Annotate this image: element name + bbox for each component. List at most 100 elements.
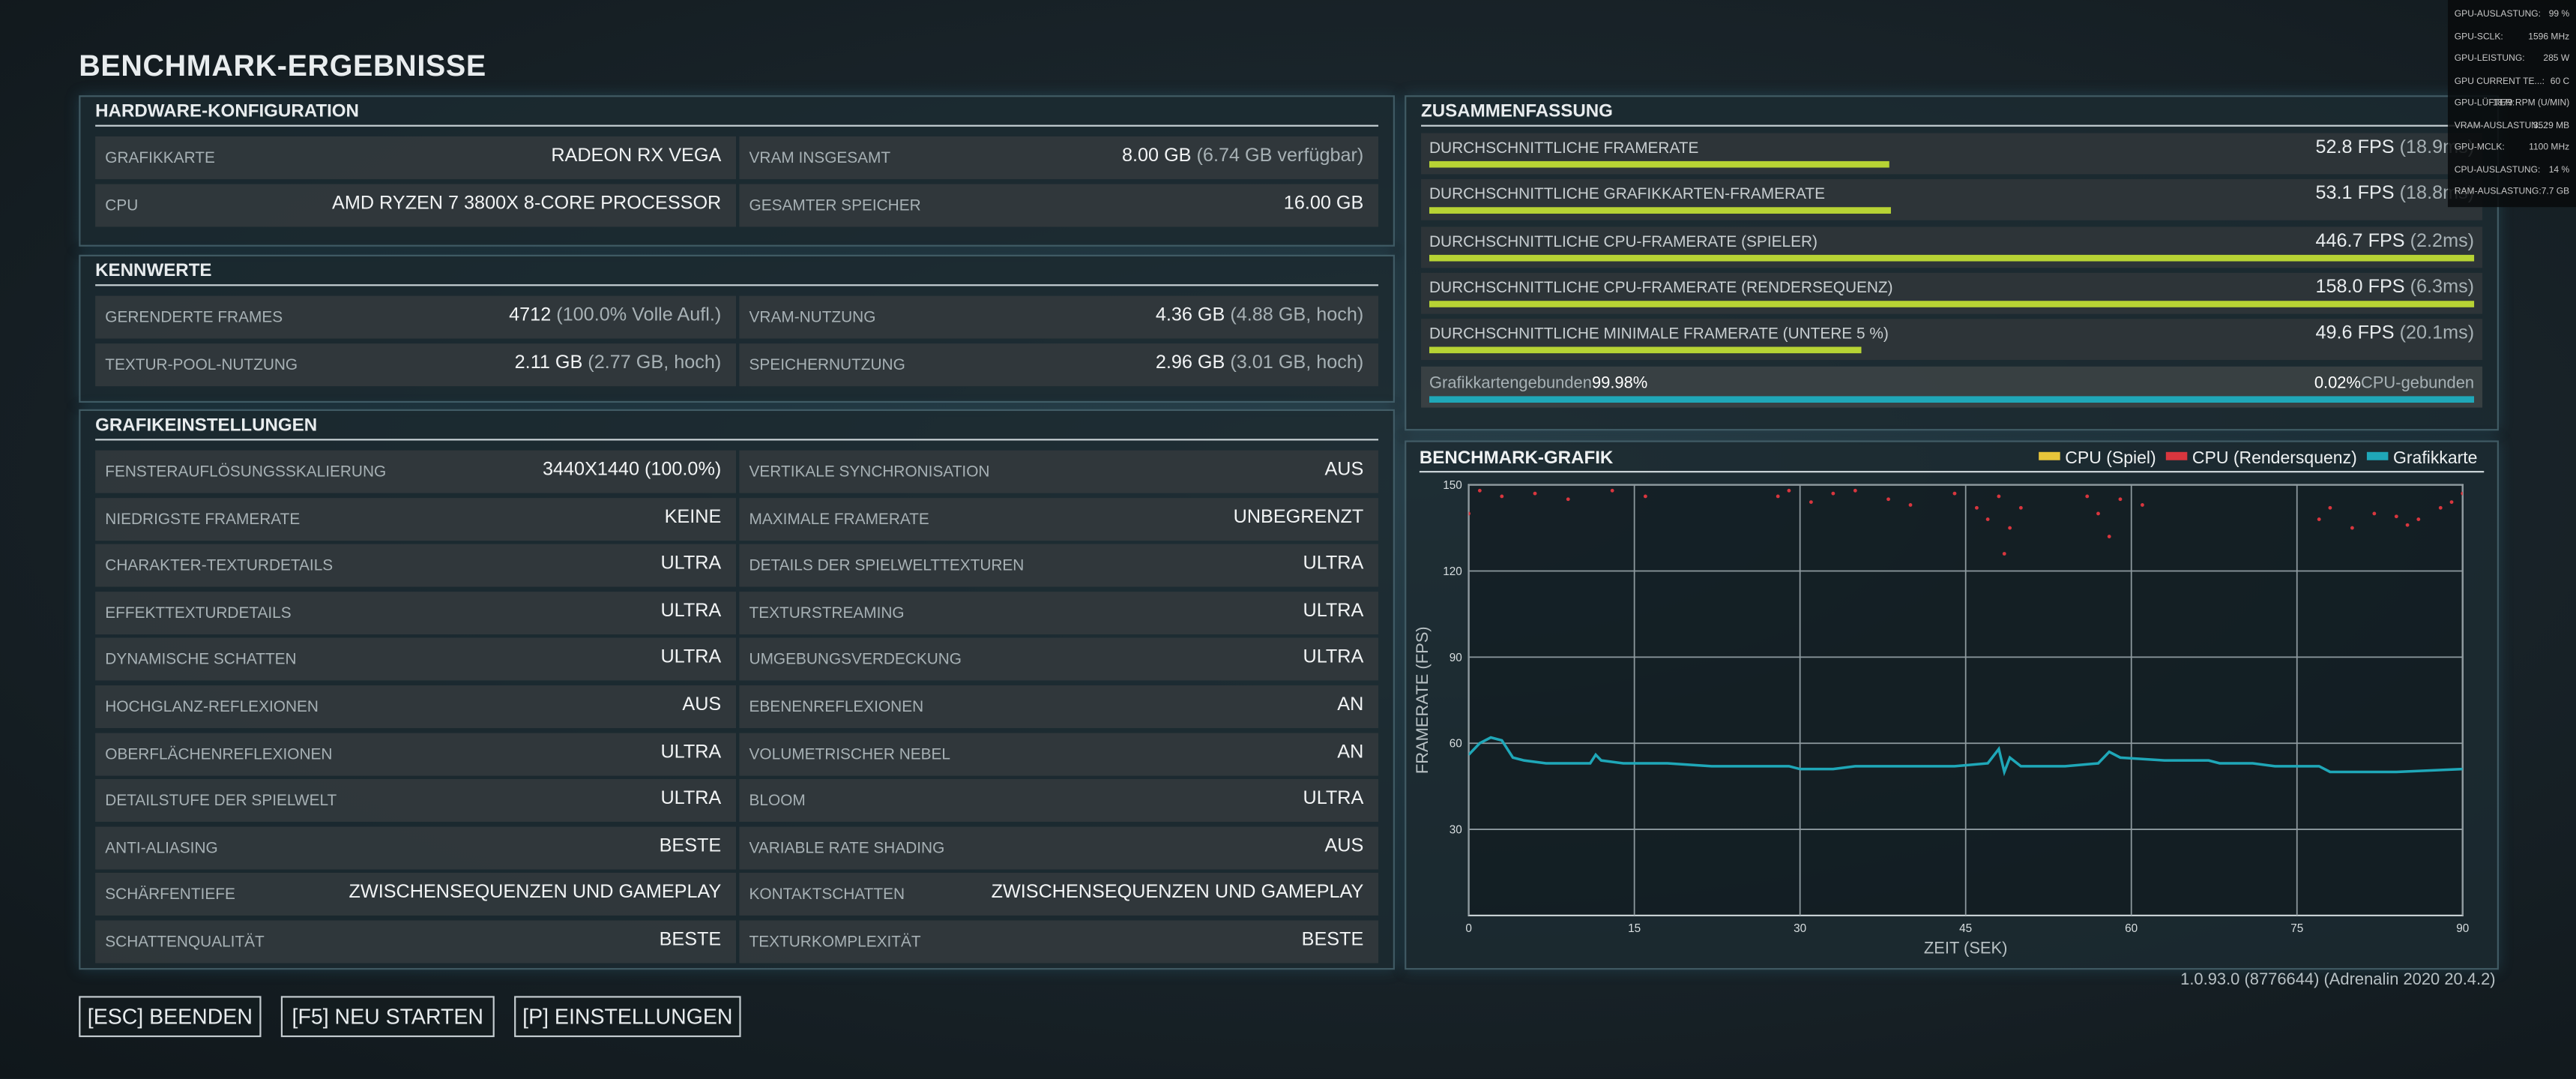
table-cell: DYNAMISCHE SCHATTEN ULTRA [95, 638, 736, 682]
bar-track [1429, 207, 2474, 214]
value-text: 8.00 GB [1122, 146, 1192, 166]
data-point [1468, 511, 1471, 516]
setting-value: ULTRA [1303, 648, 1364, 667]
value-detail: (6.74 GB verfügbar) [1196, 146, 1364, 166]
data-point [2438, 505, 2443, 510]
table-cell: MAXIMALE FRAMERATE UNBEGRENZT [739, 497, 1379, 541]
legend-swatch [2039, 451, 2060, 460]
summary-bar [1429, 207, 1892, 214]
overlay-row: GPU-AUSLASTUNG: 99 % [2455, 10, 2569, 29]
chart: BENCHMARK-GRAFIK 30 60 90 120 150 0 15 30 45 60 75… [1413, 448, 2485, 957]
data-point [1610, 488, 1614, 493]
table-row: GERENDERTE FRAMES 4712 (100.0% Volle Aufl… [95, 295, 1379, 339]
setting-label: GRAFIKKARTE [105, 149, 215, 168]
table-row: SCHÄRFENTIEFE ZWISCHENSEQUENZEN UND GAMEP… [95, 873, 1379, 916]
value-text: RADEON RX VEGA [551, 146, 722, 166]
legend-swatch [2165, 451, 2188, 460]
data-point [1477, 488, 1482, 493]
data-point [1997, 494, 2001, 499]
table-cell: GRAFIKKARTE RADEON RX VEGA [95, 136, 736, 179]
summary-label: DURCHSCHNITTLICHE CPU-FRAMERATE (RENDERS… [1429, 279, 1893, 298]
cpu-bound: 0.02%CPU-gebunden [2314, 374, 2474, 392]
table-cell: TEXTURKOMPLEXITÄT BESTE [739, 920, 1379, 964]
value-text: BESTE [1301, 930, 1364, 950]
overlay-row: GPU-SCLK: 1596 MHz [2455, 32, 2569, 52]
overlay-label: GPU-LÜFTER: [2454, 98, 2515, 109]
value-text: ULTRA [1303, 648, 1364, 668]
value-text: ZWISCHENSEQUENZEN UND GAMEPLAY [349, 883, 722, 904]
bar-track [1429, 160, 2474, 168]
data-point [2008, 526, 2012, 530]
setting-label: VARIABLE RATE SHADING [749, 839, 945, 858]
setting-label: SCHATTENQUALITÄT [105, 934, 265, 952]
summary-row: DURCHSCHNITTLICHE GRAFIKKARTEN-FRAMERATE… [1421, 179, 2483, 221]
overlay-row: GPU-LÜFTER: 1879 RPM (U/MIN) [2455, 99, 2569, 118]
setting-label: DETAILS DER SPIELWELTTEXTUREN [749, 557, 1025, 576]
chart-title: BENCHMARK-GRAFIK [1420, 448, 1614, 468]
setting-label: TEXTURSTREAMING [749, 604, 905, 623]
setting-label: DYNAMISCHE SCHATTEN [105, 651, 297, 670]
setting-label: EBENENREFLEXIONEN [749, 698, 924, 717]
data-point [2018, 505, 2023, 510]
value-text: 53.1 FPS [2315, 184, 2395, 205]
setting-label: MAXIMALE FRAMERATE [749, 510, 929, 529]
button[interactable]: [ESC] BEENDEN [79, 996, 262, 1038]
table-row: HOCHGLANZ-REFLEXIONEN AUS EBENENREFLEXIONE… [95, 685, 1379, 729]
data-point [1809, 500, 1813, 505]
table-cell: DETAILS DER SPIELWELTTEXTUREN ULTRA [739, 544, 1379, 587]
button[interactable]: [F5] NEU STARTEN [280, 996, 495, 1038]
setting-label: FENSTERAUFLÖSUNGSSKALIERUNG [105, 463, 387, 482]
setting-value: ZWISCHENSEQUENZEN UND GAMEPLAY [349, 883, 722, 903]
table-cell: EFFEKTTEXTURDETAILS ULTRA [95, 591, 736, 634]
data-point [2141, 503, 2144, 507]
table-cell: DETAILSTUFE DER SPIELWELT ULTRA [95, 779, 736, 823]
value-text: 2.96 GB [1155, 352, 1225, 373]
value-text: ULTRA [660, 601, 722, 622]
value-text: BESTE [659, 836, 722, 856]
setting-label: EFFEKTTEXTURDETAILS [105, 604, 292, 623]
bar-track [1429, 395, 2475, 402]
table-row: SCHATTENQUALITÄT BESTE TEXTURKOMPLEXITÄT BE… [95, 920, 1379, 964]
data-point [1566, 497, 1570, 502]
setting-value: BESTE [660, 836, 722, 856]
data-point [2449, 500, 2454, 505]
table-cell: VRAM-NUTZUNG 4.36 GB (4.88 GB, hoch) [739, 295, 1379, 339]
setting-value: AN [1337, 695, 1363, 715]
summary-value: 446.7 FPS (2.2ms) [2315, 231, 2474, 250]
x-tick-label: 90 [2456, 922, 2469, 935]
setting-label: UMGEBUNGSVERDECKUNG [749, 651, 962, 670]
y-tick-label: 120 [1443, 565, 1462, 578]
perf-overlay: GPU-AUSLASTUNG: 99 % GPU-SCLK: 1596 MHz GPU-… [2448, 0, 2576, 208]
setting-label: NIEDRIGSTE FRAMERATE [105, 510, 301, 529]
y-tick-label: 150 [1443, 479, 1462, 492]
setting-label: VERTIKALE SYNCHRONISATION [749, 463, 990, 482]
legend-label: Grafikkarte [2393, 448, 2477, 467]
setting-value: ULTRA [1303, 554, 1364, 574]
setting-value: BESTE [1302, 931, 1364, 950]
table-cell: CHARAKTER-TEXTURDETAILS ULTRA [95, 544, 736, 587]
value-text: AMD RYZEN 7 3800X 8-CORE PROCESSOR [332, 193, 722, 214]
table-cell: OBERFLÄCHENREFLEXIONEN ULTRA [95, 732, 736, 775]
setting-label: OBERFLÄCHENREFLEXIONEN [105, 745, 333, 764]
overlay-label: GPU-SCLK: [2454, 31, 2503, 42]
setting-value: UNBEGRENZT [1234, 507, 1364, 526]
data-point [1776, 494, 1780, 499]
value-detail: (4.88 GB, hoch) [1230, 305, 1364, 326]
value-text: 49.6 FPS [2315, 324, 2395, 344]
button[interactable]: [P] EINSTELLUNGEN [514, 996, 741, 1038]
setting-label: DETAILSTUFE DER SPIELWELT [105, 792, 337, 811]
table-row: DETAILSTUFE DER SPIELWELT ULTRA BLOOM ULTRA [95, 779, 1379, 823]
table-cell: KONTAKTSCHATTEN ZWISCHENSEQUENZEN UND GAM… [739, 873, 1379, 916]
table-row: TEXTUR-POOL-NUTZUNG 2.11 GB (2.77 GB, hoc… [95, 343, 1379, 386]
panel-heading: KENNWERTE [95, 262, 1379, 286]
table-cell: SCHATTENQUALITÄT BESTE [95, 920, 736, 964]
overlay-row: GPU-LEISTUNG: 285 W [2455, 54, 2569, 73]
setting-label: VRAM INSGESAMT [749, 149, 891, 168]
setting-value: 3440X1440 (100.0%) [543, 460, 721, 480]
table-row: CHARAKTER-TEXTURDETAILS ULTRA DETAILS DER … [95, 544, 1379, 587]
stats-panel: KENNWERTE GERENDERTE FRAMES 4712 (100.0% V… [79, 254, 1395, 403]
overlay-label: GPU-MCLK: [2454, 142, 2505, 153]
legend-label: CPU (Rendersquenz) [2192, 448, 2357, 467]
y-tick-label: 30 [1450, 824, 1462, 837]
summary-row: DURCHSCHNITTLICHE CPU-FRAMERATE (RENDERS… [1421, 272, 2483, 314]
